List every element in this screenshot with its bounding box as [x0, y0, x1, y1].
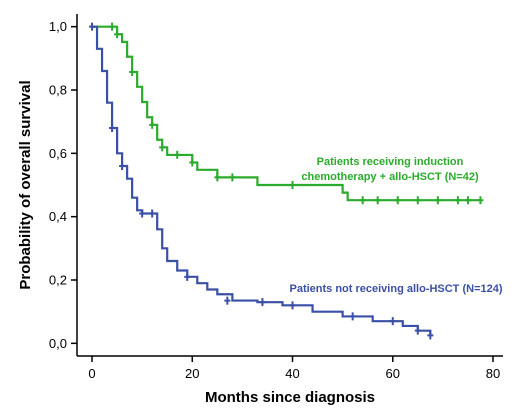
y-tick-label: 0,0 — [49, 336, 67, 351]
x-tick-label: 0 — [88, 366, 95, 381]
y-axis-title: Probability of overall survival — [17, 80, 34, 289]
series-layer — [89, 22, 484, 340]
x-tick-label: 20 — [185, 366, 199, 381]
y-tick-label: 0,4 — [49, 209, 67, 224]
censor-mark — [214, 173, 221, 182]
censor-mark — [174, 150, 181, 159]
series-labels: Patients receiving induction chemotherapy… — [289, 156, 502, 295]
axis-ticks: 0,0 0,2 0,4 0,6 0,8 1,0 0 20 40 60 80 — [49, 19, 500, 381]
x-tick-label: 40 — [285, 366, 299, 381]
censor-mark — [414, 196, 421, 205]
censor-mark — [259, 298, 266, 307]
survival-curve — [92, 25, 432, 336]
censor-mark — [149, 120, 156, 129]
censor-mark — [129, 67, 136, 76]
series-1-label: chemotherapy + allo-HSCT (N=42) — [301, 171, 479, 183]
censor-mark — [189, 158, 196, 167]
x-tick-label: 80 — [486, 366, 500, 381]
series-1-label: Patients receiving induction — [317, 156, 464, 168]
y-tick-label: 0,8 — [49, 83, 67, 98]
censor-mark — [229, 173, 236, 182]
censor-mark — [184, 272, 191, 281]
series-1 — [92, 22, 484, 205]
censor-mark — [349, 312, 356, 321]
censor-mark — [224, 296, 231, 305]
y-tick-label: 1,0 — [49, 19, 67, 34]
y-tick-label: 0,2 — [49, 273, 67, 288]
censor-mark — [374, 196, 381, 205]
censor-mark — [414, 326, 421, 335]
x-tick-label: 60 — [386, 366, 400, 381]
censor-mark — [119, 162, 126, 170]
censor-mark — [289, 181, 296, 189]
censor-mark — [109, 22, 116, 31]
censor-mark — [464, 196, 471, 205]
series-2-label: Patients not receiving allo-HSCT (N=124) — [289, 283, 502, 295]
x-axis-title: Months since diagnosis — [205, 389, 375, 406]
censor-mark — [389, 317, 396, 326]
censor-mark — [109, 124, 116, 132]
censor-mark — [114, 30, 121, 39]
censor-mark — [454, 196, 461, 205]
censor-mark — [477, 196, 484, 205]
censor-mark — [359, 196, 366, 205]
censor-mark — [434, 196, 441, 205]
censor-mark — [394, 196, 401, 205]
censor-mark — [289, 301, 296, 310]
y-tick-label: 0,6 — [49, 146, 67, 161]
series-2 — [89, 22, 434, 340]
censor-mark — [159, 143, 166, 152]
censor-mark — [89, 22, 96, 31]
censor-mark — [139, 209, 146, 218]
censor-mark — [149, 209, 156, 218]
censor-mark — [427, 331, 434, 340]
survival-curve — [92, 25, 481, 202]
